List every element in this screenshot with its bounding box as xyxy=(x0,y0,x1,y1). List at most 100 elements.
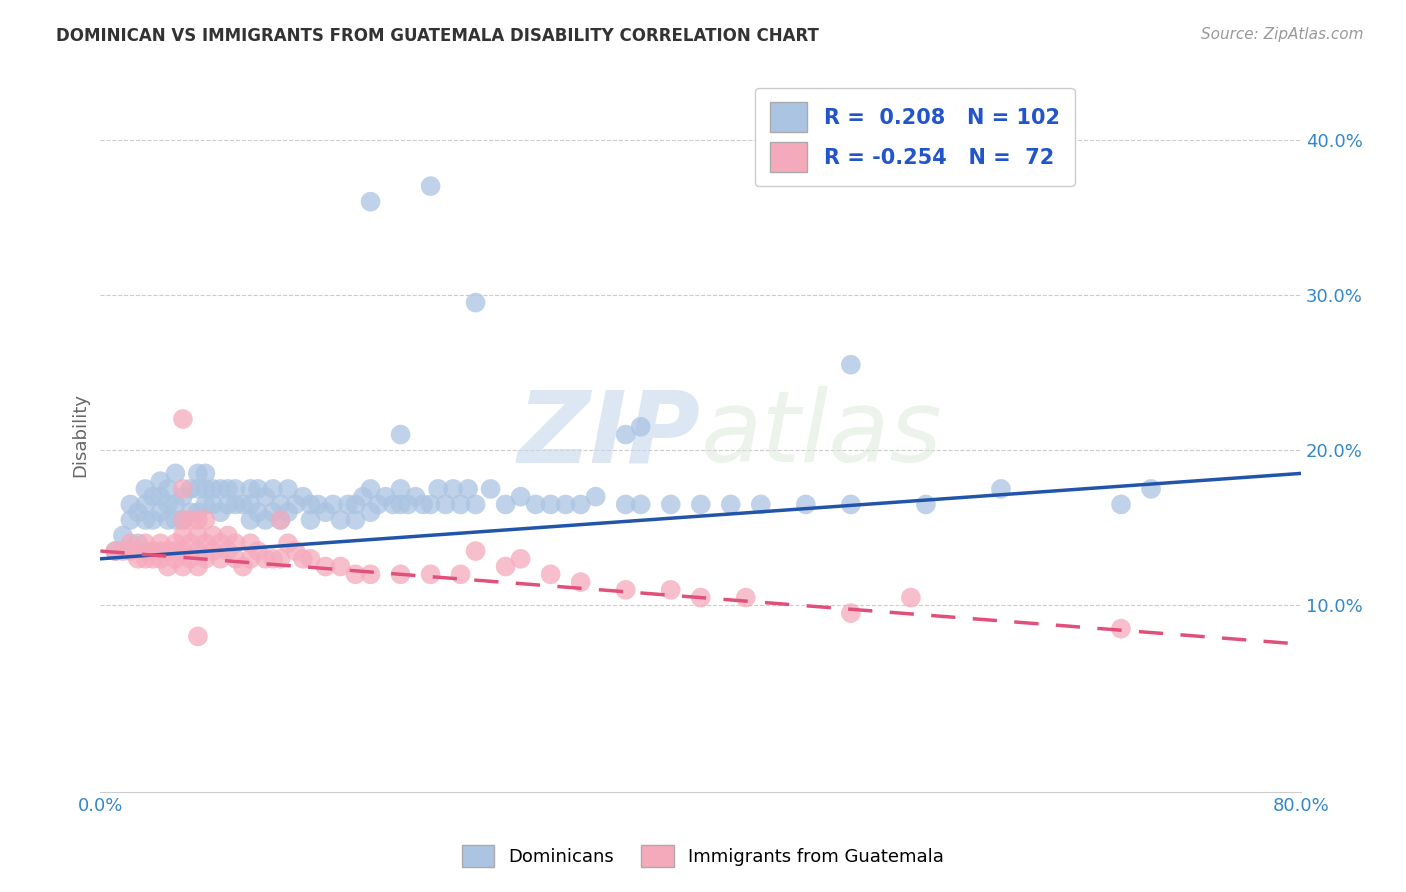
Legend: Dominicans, Immigrants from Guatemala: Dominicans, Immigrants from Guatemala xyxy=(454,838,952,874)
Point xyxy=(900,591,922,605)
Point xyxy=(224,536,246,550)
Point xyxy=(277,505,299,519)
Point xyxy=(217,544,239,558)
Point xyxy=(201,498,224,512)
Point xyxy=(172,513,194,527)
Point xyxy=(839,498,862,512)
Point xyxy=(217,482,239,496)
Point xyxy=(344,498,367,512)
Point xyxy=(149,505,172,519)
Point xyxy=(149,544,172,558)
Point xyxy=(794,498,817,512)
Point xyxy=(239,551,262,566)
Point xyxy=(382,498,405,512)
Point xyxy=(464,498,486,512)
Point xyxy=(201,482,224,496)
Point xyxy=(389,482,412,496)
Text: DOMINICAN VS IMMIGRANTS FROM GUATEMALA DISABILITY CORRELATION CHART: DOMINICAN VS IMMIGRANTS FROM GUATEMALA D… xyxy=(56,27,820,45)
Point xyxy=(172,482,194,496)
Point xyxy=(405,490,427,504)
Point xyxy=(262,551,284,566)
Point xyxy=(187,482,209,496)
Point xyxy=(344,513,367,527)
Point xyxy=(172,544,194,558)
Point xyxy=(165,536,187,550)
Point xyxy=(524,498,547,512)
Point xyxy=(209,482,232,496)
Point xyxy=(156,559,179,574)
Point xyxy=(142,551,165,566)
Point xyxy=(689,591,711,605)
Point xyxy=(111,528,134,542)
Point xyxy=(156,482,179,496)
Point xyxy=(120,544,142,558)
Point xyxy=(269,498,291,512)
Point xyxy=(284,498,307,512)
Point xyxy=(299,498,322,512)
Point xyxy=(209,551,232,566)
Point xyxy=(630,419,652,434)
Point xyxy=(277,482,299,496)
Point xyxy=(239,498,262,512)
Point xyxy=(134,498,156,512)
Point xyxy=(344,567,367,582)
Point xyxy=(134,482,156,496)
Point xyxy=(291,490,314,504)
Point xyxy=(315,505,337,519)
Point xyxy=(246,505,269,519)
Point xyxy=(360,482,382,496)
Text: atlas: atlas xyxy=(700,386,942,483)
Point xyxy=(194,536,217,550)
Point xyxy=(495,498,517,512)
Point xyxy=(165,551,187,566)
Point xyxy=(134,551,156,566)
Point xyxy=(209,505,232,519)
Point xyxy=(254,490,277,504)
Point xyxy=(434,498,457,512)
Point xyxy=(269,513,291,527)
Point xyxy=(217,528,239,542)
Point xyxy=(127,551,149,566)
Point xyxy=(540,567,562,582)
Point xyxy=(142,544,165,558)
Point xyxy=(194,467,217,481)
Text: ZIP: ZIP xyxy=(517,386,700,483)
Point xyxy=(419,498,441,512)
Point xyxy=(194,498,217,512)
Point xyxy=(201,544,224,558)
Point xyxy=(360,194,382,209)
Point xyxy=(540,498,562,512)
Point xyxy=(374,490,396,504)
Point xyxy=(179,551,201,566)
Point xyxy=(187,629,209,643)
Point xyxy=(165,513,187,527)
Point xyxy=(509,551,531,566)
Point xyxy=(165,467,187,481)
Point xyxy=(201,528,224,542)
Point xyxy=(104,544,127,558)
Point xyxy=(120,513,142,527)
Point xyxy=(172,513,194,527)
Point xyxy=(156,498,179,512)
Point xyxy=(720,498,742,512)
Point xyxy=(329,559,352,574)
Point xyxy=(149,474,172,488)
Point xyxy=(659,582,682,597)
Point xyxy=(749,498,772,512)
Point xyxy=(367,498,389,512)
Point xyxy=(187,513,209,527)
Point xyxy=(419,567,441,582)
Point xyxy=(337,498,360,512)
Point xyxy=(479,482,502,496)
Point xyxy=(194,513,217,527)
Point xyxy=(172,490,194,504)
Point xyxy=(224,498,246,512)
Point xyxy=(172,559,194,574)
Point xyxy=(915,498,938,512)
Point xyxy=(187,505,209,519)
Point xyxy=(396,498,419,512)
Point xyxy=(165,498,187,512)
Point xyxy=(194,551,217,566)
Point xyxy=(495,559,517,574)
Point xyxy=(839,606,862,620)
